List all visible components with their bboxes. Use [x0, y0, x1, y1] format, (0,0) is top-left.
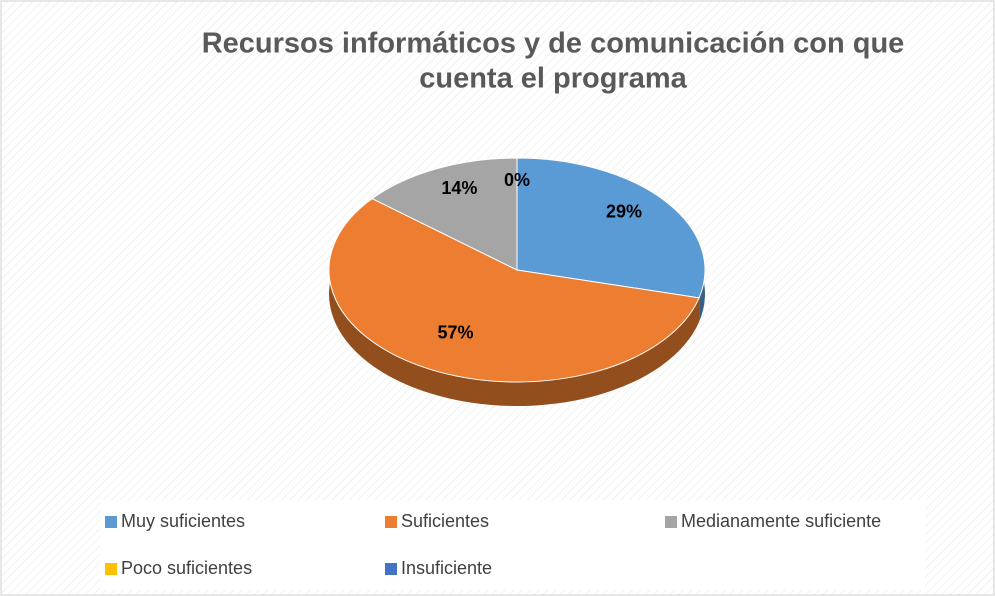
legend-swatch	[385, 563, 397, 575]
legend-swatch	[105, 516, 117, 528]
legend-label: Insuficiente	[401, 558, 492, 578]
legend-background	[100, 500, 925, 590]
pie-slice	[371, 157, 518, 271]
legend-swatch	[665, 516, 677, 528]
data-label: 29%	[606, 201, 642, 221]
data-label: 14%	[441, 178, 477, 198]
legend-label: Poco suficientes	[121, 558, 252, 578]
legend-swatch	[385, 516, 397, 528]
chart-title: Recursos informáticos y de comunicación …	[202, 28, 905, 60]
pie-slice	[516, 157, 706, 299]
legend-label: Medianamente suficiente	[681, 511, 881, 531]
chart-title: cuenta el programa	[419, 63, 687, 95]
data-label: 57%	[438, 323, 474, 343]
legend-swatch	[105, 563, 117, 575]
legend-label: Suficientes	[401, 511, 489, 531]
legend-label: Muy suficientes	[121, 511, 245, 531]
data-label: 0%	[504, 170, 530, 190]
pie-slice	[328, 198, 700, 383]
